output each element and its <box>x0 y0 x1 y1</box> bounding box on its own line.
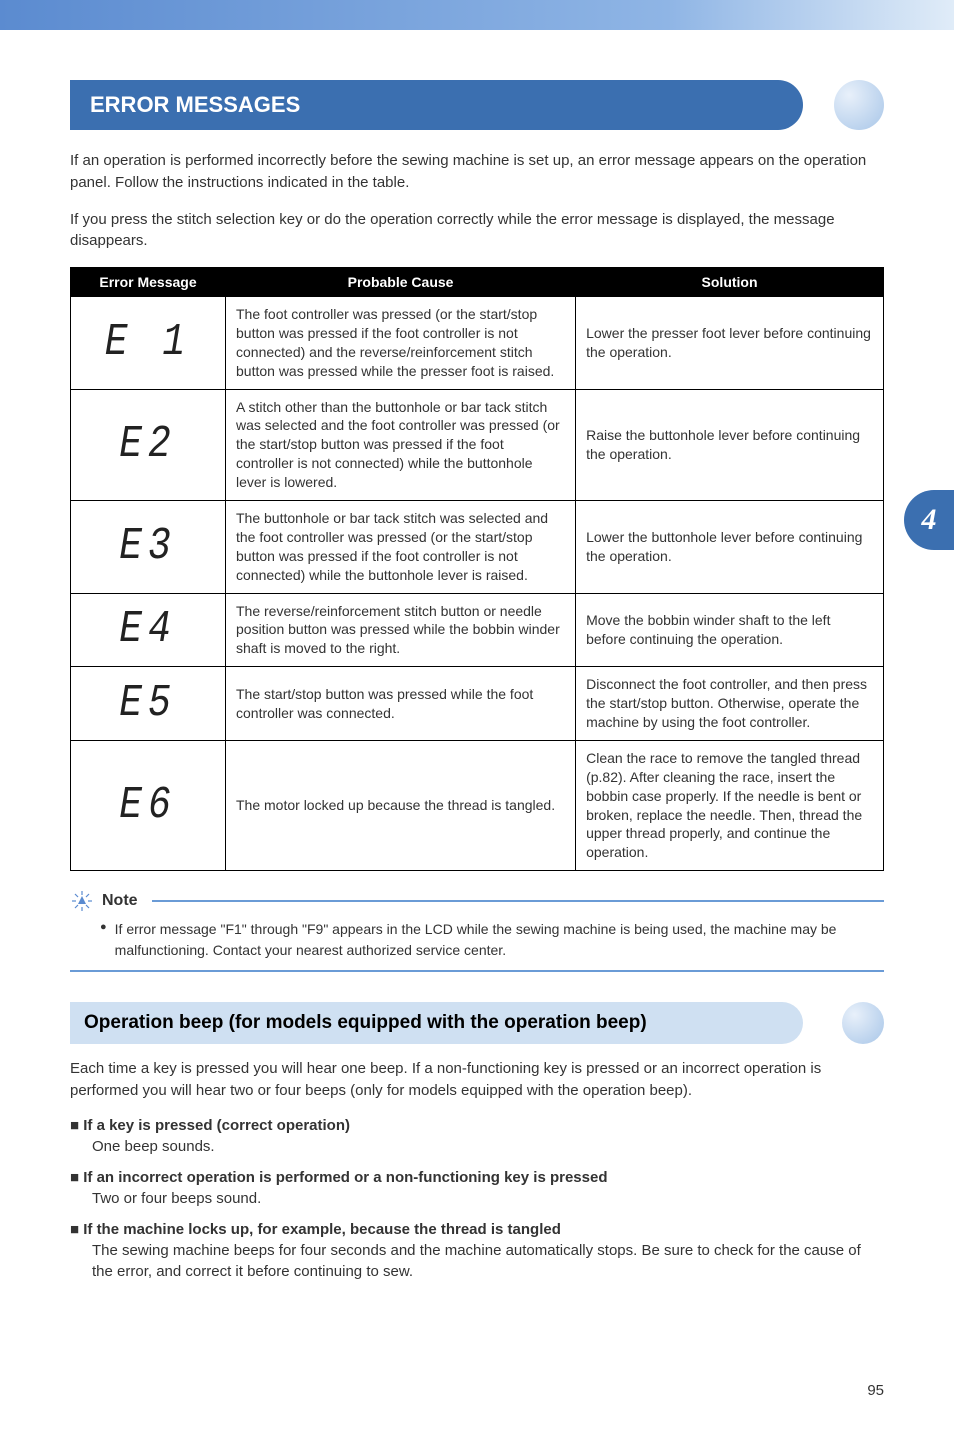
note-label: Note <box>102 892 138 910</box>
probable-cause-cell: A stitch other than the buttonhole or ba… <box>226 389 576 500</box>
beep-item-body: The sewing machine beeps for four second… <box>70 1240 884 1282</box>
error-code-display: E5 <box>119 673 177 735</box>
solution-cell: Raise the buttonhole lever before contin… <box>576 389 884 500</box>
sub-banner-sphere-icon <box>842 1002 884 1044</box>
section-title: ERROR MESSAGES <box>70 80 803 130</box>
error-code-cell: E6 <box>71 740 226 870</box>
beep-item-title: If an incorrect operation is performed o… <box>70 1167 884 1188</box>
probable-cause-cell: The start/stop button was pressed while … <box>226 667 576 741</box>
table-row: E5 The start/stop button was pressed whil… <box>71 667 884 741</box>
chapter-number: 4 <box>922 503 937 537</box>
beep-item-body: One beep sounds. <box>70 1136 884 1157</box>
error-code-display: E4 <box>119 599 177 661</box>
page-number: 95 <box>0 1382 954 1429</box>
note-rule-bottom <box>70 970 884 972</box>
error-messages-table: Error Message Probable Cause Solution E … <box>70 267 884 871</box>
col-header-cause: Probable Cause <box>226 268 576 297</box>
error-code-display: E2 <box>119 414 177 476</box>
beep-item-body: Two or four beeps sound. <box>70 1188 884 1209</box>
beep-intro: Each time a key is pressed you will hear… <box>70 1058 884 1102</box>
probable-cause-cell: The motor locked up because the thread i… <box>226 740 576 870</box>
intro-paragraph-2: If you press the stitch selection key or… <box>70 209 884 253</box>
table-row: E3 The buttonhole or bar tack stitch was … <box>71 501 884 594</box>
banner-sphere-icon <box>834 80 884 130</box>
note-rule-top <box>152 900 884 902</box>
table-row: E 1 The foot controller was pressed (or t… <box>71 297 884 390</box>
section-banner: ERROR MESSAGES <box>70 80 884 130</box>
beep-item: If the machine locks up, for example, be… <box>70 1219 884 1282</box>
solution-cell: Lower the presser foot lever before cont… <box>576 297 884 390</box>
note-block: Note If error message "F1" through "F9" … <box>70 889 884 972</box>
top-ribbon <box>0 0 954 30</box>
beep-item: If a key is pressed (correct operation)O… <box>70 1115 884 1157</box>
error-code-cell: E5 <box>71 667 226 741</box>
table-row: E4 The reverse/reinforcement stitch butto… <box>71 593 884 667</box>
sub-section-banner: Operation beep (for models equipped with… <box>70 1002 884 1044</box>
table-row: E2 A stitch other than the buttonhole or … <box>71 389 884 500</box>
beep-item-title: If a key is pressed (correct operation) <box>70 1115 884 1136</box>
col-header-error: Error Message <box>71 268 226 297</box>
sub-section-title: Operation beep (for models equipped with… <box>70 1002 803 1044</box>
col-header-solution: Solution <box>576 268 884 297</box>
intro-paragraph-1: If an operation is performed incorrectly… <box>70 150 884 194</box>
beep-item: If an incorrect operation is performed o… <box>70 1167 884 1209</box>
error-code-display: E 1 <box>105 312 191 374</box>
table-row: E6 The motor locked up because the thread… <box>71 740 884 870</box>
probable-cause-cell: The buttonhole or bar tack stitch was se… <box>226 501 576 594</box>
error-code-cell: E2 <box>71 389 226 500</box>
solution-cell: Clean the race to remove the tangled thr… <box>576 740 884 870</box>
error-code-cell: E3 <box>71 501 226 594</box>
table-header-row: Error Message Probable Cause Solution <box>71 268 884 297</box>
solution-cell: Disconnect the foot controller, and then… <box>576 667 884 741</box>
beep-item-title: If the machine locks up, for example, be… <box>70 1219 884 1240</box>
note-icon <box>70 889 94 913</box>
error-code-display: E6 <box>119 775 177 837</box>
probable-cause-cell: The foot controller was pressed (or the … <box>226 297 576 390</box>
error-code-cell: E4 <box>71 593 226 667</box>
error-code-cell: E 1 <box>71 297 226 390</box>
probable-cause-cell: The reverse/reinforcement stitch button … <box>226 593 576 667</box>
note-text: If error message "F1" through "F9" appea… <box>115 919 884 960</box>
error-code-display: E3 <box>119 516 177 578</box>
solution-cell: Lower the buttonhole lever before contin… <box>576 501 884 594</box>
solution-cell: Move the bobbin winder shaft to the left… <box>576 593 884 667</box>
